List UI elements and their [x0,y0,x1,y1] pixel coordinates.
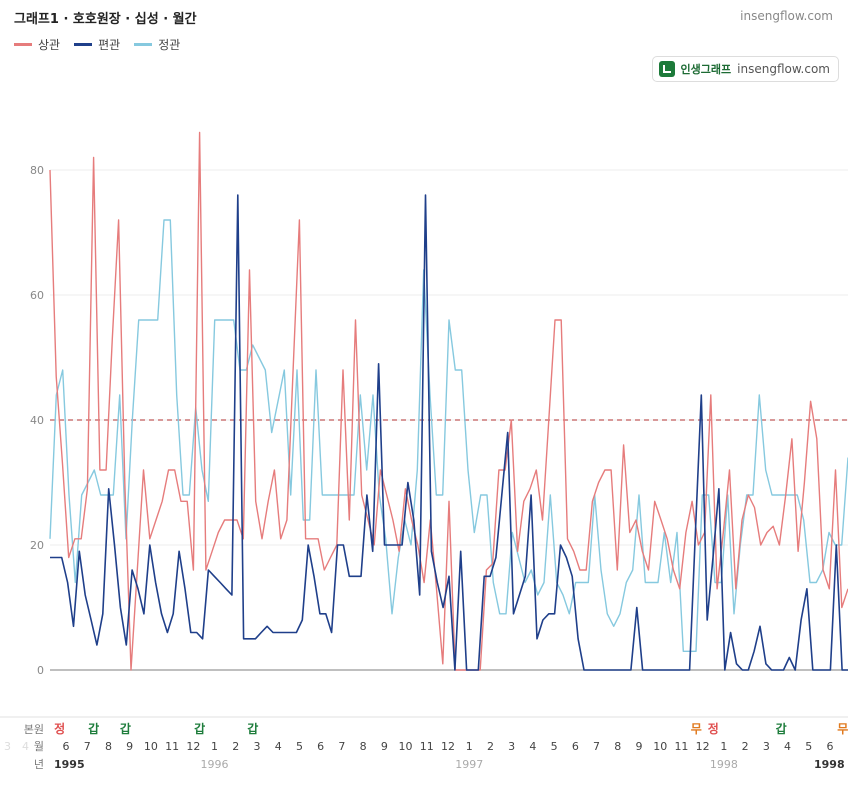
month-tick-label: 3 [763,740,770,753]
legend-item-jeong[interactable]: 정관 [134,36,180,53]
month-tick-label: 5 [296,740,303,753]
legend-label-jeong: 정관 [158,38,181,52]
chart-title: 그래프1 · 호호원장 · 십성 · 월간 [14,12,197,27]
month-tick-label: 11 [674,740,688,753]
month-tick-label: 3 [254,740,261,753]
month-tick-label: 10 [144,740,158,753]
y-tick-label: 80 [30,164,44,177]
month-tick-label: 7 [338,740,345,753]
month-tick-label: 8 [360,740,367,753]
month-tick-label: 1 [211,740,218,753]
year-tick-label: 1997 [455,758,483,771]
brand-badge[interactable]: 인생그래프 insengflow.com [651,56,839,82]
series-line-jeong [49,219,848,652]
year-tick-label: 1998 [814,758,845,771]
brand-url: insengflow.com [737,62,830,76]
month-tick-label: 4 [784,740,791,753]
month-tick-label: 7 [84,740,91,753]
year-tick-label: 1995 [54,758,85,771]
month-tick-label: 8 [105,740,112,753]
bonwon-marker: 무 [691,722,702,736]
bonwon-marker: 갑 [88,722,99,736]
bonwon-marker: 무 [837,722,848,736]
legend-item-pyeon[interactable]: 편관 [74,36,120,53]
year-tick-label: 1996 [201,758,229,771]
bonwon-marker: 정 [54,721,65,736]
month-tick-label: 5 [805,740,812,753]
month-tick-label: 2 [487,740,494,753]
brand-name: 인생그래프 [680,63,732,76]
year-tick-label: 1998 [710,758,738,771]
row-label-month: 월 [34,740,44,753]
month-tick-label: 4 [529,740,536,753]
legend-label-pyeon: 편관 [98,38,121,52]
month-tick-label: 6 [572,740,579,753]
month-tick-label: 11 [165,740,179,753]
y-tick-label: 0 [37,664,44,677]
chart-logo-icon [658,61,675,77]
month-tick-label: 2 [742,740,749,753]
legend-label-sang: 상관 [38,38,61,52]
month-tick-label: 6 [63,740,70,753]
month-tick-label: 4 [275,740,282,753]
site-label[interactable]: insengflow.com [740,9,833,23]
legend-swatch-pyeon [74,43,93,46]
month-tick-label: 2 [232,740,239,753]
row-label-year: 년 [34,758,44,771]
month-tick-label: 6 [317,740,324,753]
month-tick-label: 5 [551,740,558,753]
month-tick-label: 6 [827,740,834,753]
month-tick-label: 11 [420,740,434,753]
series-line-pyeon [50,194,848,671]
bonwon-marker: 갑 [247,722,258,736]
bonwon-marker: 갑 [194,722,205,736]
month-tick-label: 12 [186,740,200,753]
bonwon-marker: 정 [708,721,719,736]
month-tick-label: 10 [653,740,667,753]
legend: 상관 편관 정관 [14,36,180,53]
month-tick-label: 9 [126,740,133,753]
month-tick-label: 9 [636,740,643,753]
y-tick-label: 40 [30,414,44,427]
month-tick-faded: 3 [4,740,11,753]
bonwon-marker: 갑 [776,722,787,736]
month-tick-label: 1 [720,740,727,753]
month-tick-label: 8 [614,740,621,753]
series-line-sang [49,131,848,671]
bonwon-marker: 갑 [120,722,131,736]
row-label-bonwon: 본원 [24,723,44,736]
month-tick-label: 12 [696,740,710,753]
month-tick-faded: 4 [22,740,29,753]
month-tick-label: 9 [381,740,388,753]
month-tick-label: 3 [508,740,515,753]
month-tick-label: 12 [441,740,455,753]
legend-swatch-jeong [134,43,153,46]
month-tick-label: 7 [593,740,600,753]
y-tick-label: 20 [30,539,44,552]
legend-item-sang[interactable]: 상관 [14,36,60,53]
month-tick-label: 10 [399,740,413,753]
y-tick-label: 60 [30,289,44,302]
legend-swatch-sang [14,43,32,46]
month-tick-label: 1 [466,740,473,753]
